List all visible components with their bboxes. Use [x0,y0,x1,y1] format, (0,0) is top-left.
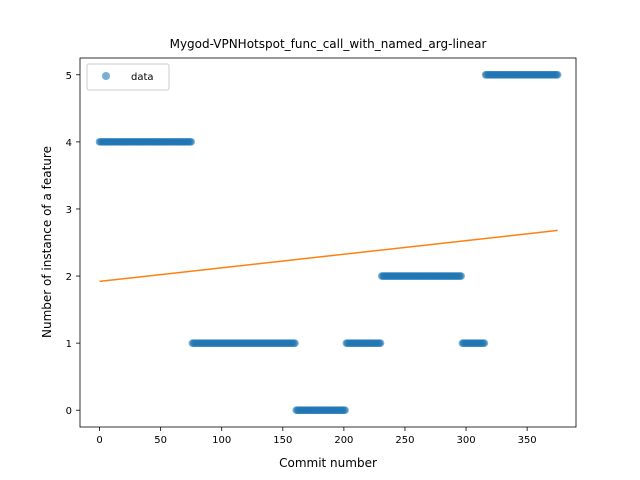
legend-box [86,63,170,91]
y-tick-label: 1 [66,339,72,350]
x-axis: 0 50 100 150 200 250 300 350 [96,427,537,446]
legend-marker [102,72,110,80]
y-tick-label: 5 [66,71,72,82]
y-tick-label: 2 [66,272,72,283]
y-axis-label: Number of instance of a feature [40,146,54,338]
chart-title: Mygod-VPNHotspot_func_call_with_named_ar… [170,37,487,51]
y-tick-label: 3 [66,205,72,216]
plot-area [95,70,562,415]
data-point [553,70,562,79]
x-tick-label: 100 [212,435,231,446]
x-tick-label: 350 [518,435,537,446]
data-point [341,406,349,415]
x-tick-label: 250 [395,435,414,446]
x-tick-label: 0 [96,435,102,446]
x-tick-label: 300 [457,435,476,446]
x-tick-label: 150 [273,435,292,446]
legend-label: data [131,72,154,83]
data-point [376,339,385,347]
y-tick-label: 4 [66,138,72,149]
y-axis: 0 1 2 3 4 5 [66,71,80,417]
x-tick-label: 50 [154,435,167,446]
data-point [480,339,489,347]
legend: data [86,63,170,91]
data-point [187,138,195,146]
x-tick-label: 200 [334,435,353,446]
axes-frame [79,57,577,428]
x-axis-label: Commit number [279,456,377,470]
data-point [291,339,299,347]
linear-fit-line [99,229,558,283]
y-tick-label: 0 [66,406,72,417]
data-point [457,272,465,280]
